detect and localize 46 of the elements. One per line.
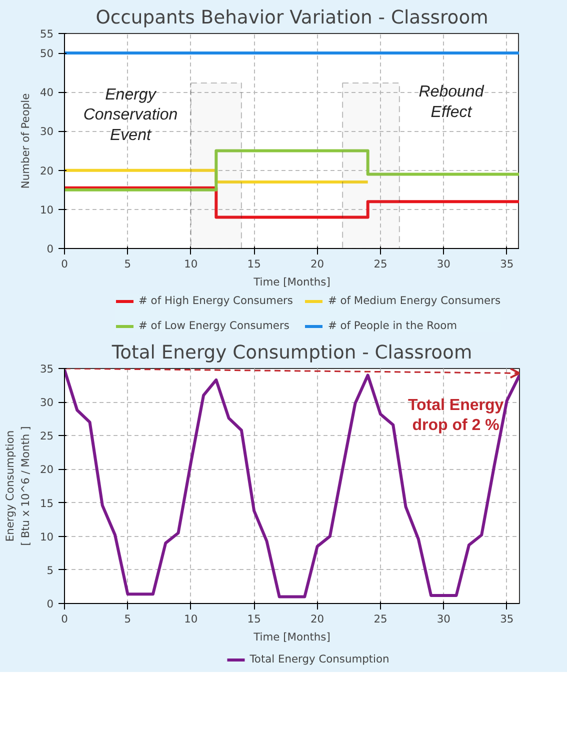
y-tick-label: 0 [46, 598, 54, 610]
x-tick-label: 20 [310, 258, 324, 270]
x-tick-label: 25 [374, 258, 388, 270]
legend-label: # of Medium Energy Consumers [328, 294, 501, 307]
y-tick-label: 20 [40, 463, 54, 476]
y-tick-label: 10 [40, 530, 54, 544]
y-axis-title: Energy Consumption [ Btu x 10^6 / Month ] [3, 426, 32, 546]
y-tick-label: 5 [46, 564, 54, 577]
x-tick-label: 0 [61, 258, 68, 270]
y-tick-label: 40 [40, 86, 54, 100]
x-tick-label: 25 [374, 612, 388, 626]
x-tick-label: 15 [247, 258, 261, 270]
annotation: Rebound Effect [418, 84, 485, 121]
x-tick-label: 5 [124, 258, 132, 270]
x-tick-label: 5 [124, 612, 132, 626]
legend-label: # of High Energy Consumers [138, 294, 293, 307]
x-tick-label: 10 [184, 612, 198, 626]
y-tick-label: 25 [40, 430, 54, 443]
y-tick-label: 30 [40, 125, 54, 138]
y-tick-label: 10 [40, 203, 54, 216]
y-tick-label: 55 [40, 28, 54, 40]
x-tick-label: 15 [247, 612, 261, 626]
x-axis-title: Time [Months] [252, 630, 330, 644]
x-tick-label: 10 [184, 258, 198, 270]
y-tick-label: 30 [40, 396, 54, 410]
y-axis-title: Number of People [18, 93, 32, 189]
y-tick-label: 20 [40, 164, 54, 178]
legend-label: # of People in the Room [328, 319, 458, 332]
line-series [64, 368, 520, 598]
x-tick-label: 30 [436, 612, 451, 626]
x-tick-label: 35 [500, 258, 514, 270]
y-tick-label: 35 [40, 362, 54, 376]
chart-title: Occupants Behavior Variation - Classroom [96, 8, 488, 28]
y-tick-label: 50 [40, 47, 54, 60]
y-tick-label: 15 [40, 496, 54, 510]
x-axis-title: Time [Months] [252, 276, 330, 288]
annotation: Energy Conservation Event [83, 86, 178, 144]
legend-label: # of Low Energy Consumers [138, 319, 290, 332]
x-tick-label: 20 [310, 612, 324, 626]
chart-title: Total Energy Consumption - Classroom [110, 342, 472, 364]
x-tick-label: 0 [61, 612, 68, 626]
y-tick-label: 0 [46, 242, 54, 256]
legend-label: Total Energy Consumption [250, 652, 390, 666]
x-tick-label: 35 [500, 612, 514, 626]
annotation: Total Energy drop of 2 % [408, 396, 504, 434]
x-tick-label: 30 [436, 258, 451, 270]
